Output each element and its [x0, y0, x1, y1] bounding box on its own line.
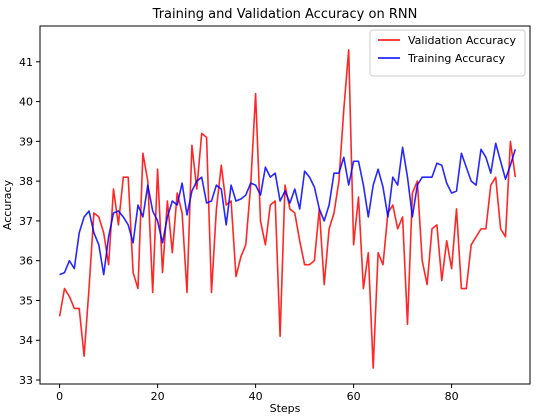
x-tick-label: 60: [347, 390, 361, 403]
x-tick-label: 80: [445, 390, 459, 403]
y-tick-label: 39: [19, 135, 33, 148]
y-tick-label: 38: [19, 175, 33, 188]
series-line-validation-accuracy: [58, 49, 517, 369]
x-axis: 0 20 40 60 80: [56, 384, 459, 403]
legend-box: [369, 29, 526, 77]
legend-label-training-accuracy: Training Accuracy: [407, 52, 506, 65]
series-line-training-accuracy: [59, 142, 517, 276]
y-axis: 33 34 35 36 37 38 39 40 41: [19, 56, 40, 387]
y-tick-label: 33: [19, 374, 33, 387]
x-tick-label: 40: [249, 390, 263, 403]
x-axis-label: Steps: [270, 402, 301, 415]
y-tick-label: 36: [19, 255, 33, 268]
legend-label-validation-accuracy: Validation Accuracy: [408, 34, 517, 47]
y-tick-label: 37: [19, 215, 33, 228]
plot-area: [58, 49, 517, 369]
y-axis-label: Accuracy: [1, 179, 14, 230]
chart-title: Training and Validation Accuracy on RNN: [152, 7, 418, 22]
y-tick-label: 41: [19, 56, 33, 69]
x-tick-label: 0: [56, 390, 63, 403]
y-tick-label: 35: [19, 294, 33, 307]
plot-frame: [39, 25, 531, 385]
y-tick-label: 40: [19, 96, 33, 109]
x-tick-label: 20: [151, 390, 165, 403]
y-tick-label: 34: [19, 334, 33, 347]
legend: Validation Accuracy Training Accuracy: [369, 29, 526, 77]
